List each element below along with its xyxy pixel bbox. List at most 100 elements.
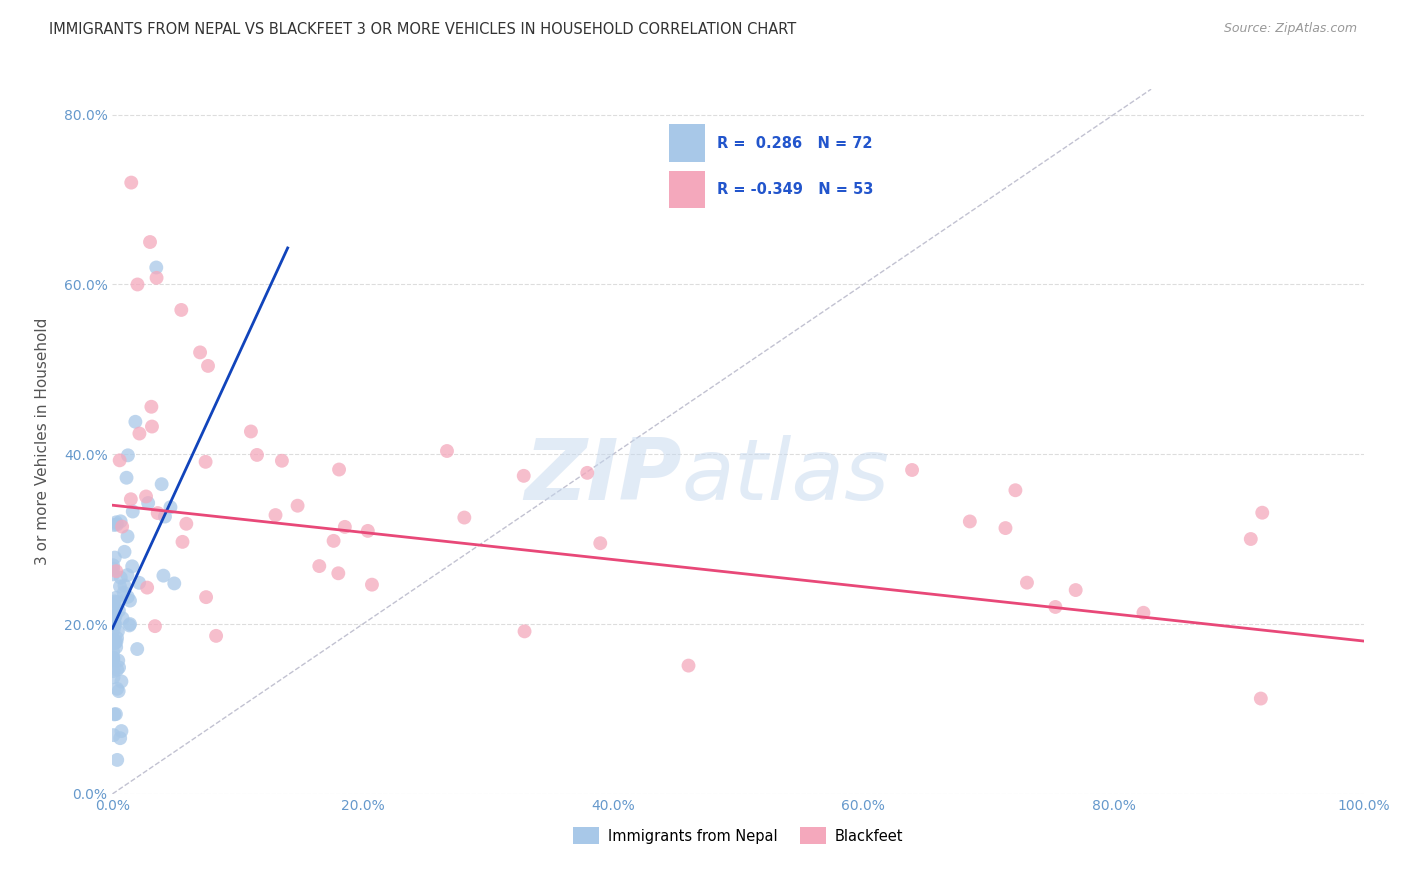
Point [141, 419, 163, 434]
Point [512, 468, 534, 483]
Point [107, 653, 129, 667]
Point [195, 590, 218, 604]
Point [246, 448, 269, 462]
Point [103, 651, 125, 665]
Point [105, 595, 128, 609]
Point [120, 492, 142, 507]
Point [357, 524, 380, 538]
Point [172, 534, 194, 549]
Point [103, 632, 125, 647]
Point [128, 575, 150, 590]
Point [322, 533, 344, 548]
Point [101, 645, 124, 659]
Point [103, 612, 125, 626]
Point [308, 559, 330, 574]
Text: IMMIGRANTS FROM NEPAL VS BLACKFEET 3 OR MORE VEHICLES IN HOUSEHOLD CORRELATION C: IMMIGRANTS FROM NEPAL VS BLACKFEET 3 OR … [49, 22, 796, 37]
Point [146, 506, 169, 520]
Point [103, 594, 125, 608]
Text: ZIP: ZIP [524, 435, 682, 518]
Point [994, 521, 1017, 535]
Point [117, 448, 139, 462]
Point [105, 564, 128, 578]
Point [136, 581, 159, 595]
Point [152, 568, 174, 582]
Point [107, 624, 129, 639]
Point [110, 571, 132, 585]
Point [117, 590, 139, 604]
Point [101, 653, 124, 667]
Point [124, 415, 146, 429]
Point [115, 471, 138, 485]
Point [110, 724, 132, 739]
Point [678, 658, 700, 673]
Point [576, 466, 599, 480]
Point [110, 674, 132, 689]
Point [328, 566, 350, 581]
Point [959, 515, 981, 529]
Point [361, 577, 384, 591]
Point [103, 518, 125, 533]
Point [105, 640, 128, 654]
Point [128, 426, 150, 441]
Point [1251, 506, 1274, 520]
Point [163, 576, 186, 591]
Point [108, 660, 131, 674]
Point [104, 550, 127, 565]
Point [121, 504, 143, 518]
Point [108, 731, 131, 746]
Point [105, 681, 128, 696]
Point [111, 519, 134, 533]
Point [271, 454, 294, 468]
Point [188, 345, 211, 359]
Point [127, 642, 149, 657]
Point [135, 490, 157, 504]
Point [143, 619, 166, 633]
Point [101, 562, 124, 576]
Point [118, 618, 141, 632]
Point [1064, 582, 1087, 597]
Point [104, 608, 127, 623]
Point [110, 514, 132, 528]
Point [104, 707, 127, 722]
Point [101, 636, 124, 650]
Point [1250, 691, 1272, 706]
Point [901, 463, 924, 477]
Point [145, 270, 167, 285]
Point [103, 670, 125, 684]
Point [194, 455, 217, 469]
Point [205, 629, 228, 643]
Point [103, 599, 125, 613]
Point [105, 634, 128, 648]
Point [1240, 532, 1263, 546]
Point [141, 400, 163, 414]
Point [139, 235, 162, 249]
Point [103, 664, 125, 678]
Point [103, 707, 125, 722]
Point [101, 558, 124, 573]
Point [120, 176, 142, 190]
Point [287, 499, 309, 513]
Point [105, 517, 128, 532]
Point [105, 591, 128, 605]
Point [1132, 606, 1154, 620]
Point [153, 509, 176, 524]
Point [118, 617, 141, 632]
Point [436, 444, 458, 458]
Point [121, 559, 143, 574]
Point [114, 545, 136, 559]
Point [333, 520, 356, 534]
Point [111, 611, 134, 625]
Point [108, 453, 131, 467]
Point [170, 302, 193, 317]
Point [150, 477, 173, 491]
Point [101, 650, 124, 665]
Point [103, 617, 125, 632]
Point [145, 260, 167, 275]
Point [239, 425, 262, 439]
Text: atlas: atlas [682, 435, 890, 518]
Point [159, 500, 181, 515]
Text: Source: ZipAtlas.com: Source: ZipAtlas.com [1223, 22, 1357, 36]
Point [105, 663, 128, 677]
Point [114, 579, 136, 593]
Legend: Immigrants from Nepal, Blackfeet: Immigrants from Nepal, Blackfeet [567, 822, 910, 850]
